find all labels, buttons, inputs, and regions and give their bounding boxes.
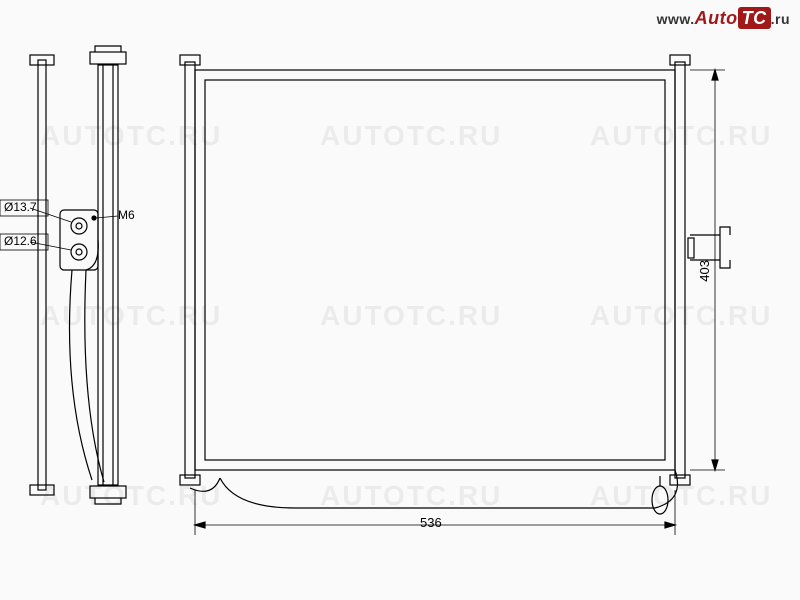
port-thread: M6 bbox=[118, 208, 135, 222]
technical-drawing bbox=[0, 0, 800, 600]
port-d2: Ø12.6 bbox=[4, 234, 37, 248]
port-d1: Ø13.7 bbox=[4, 200, 37, 214]
width-dimension: 536 bbox=[420, 515, 442, 530]
height-dimension: 403 bbox=[697, 260, 712, 282]
diagram-canvas: www.AutoTC.ru AUTOTC.RU AUTOTC.RU AUTOTC… bbox=[0, 0, 800, 600]
